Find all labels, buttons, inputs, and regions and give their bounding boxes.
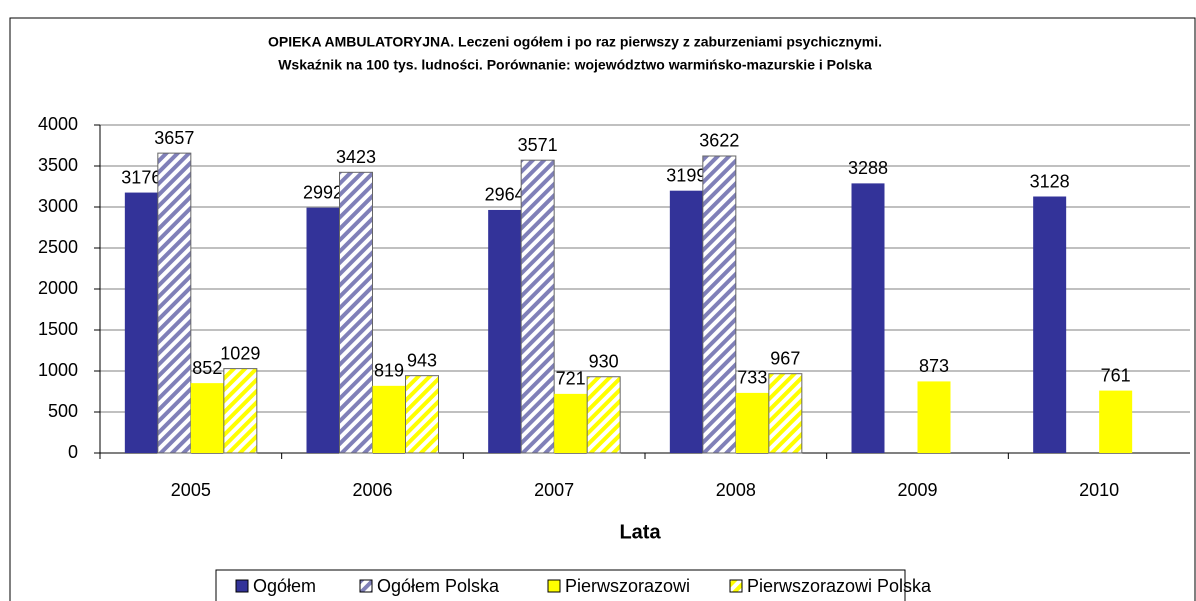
data-label: 3423	[336, 147, 376, 167]
data-label: 721	[556, 369, 586, 389]
data-label: 3571	[518, 135, 558, 155]
data-label: 2992	[303, 182, 343, 202]
bar	[1099, 390, 1133, 453]
data-label: 3622	[699, 131, 739, 151]
bar	[488, 209, 522, 453]
y-tick-label: 2500	[38, 237, 78, 257]
bar	[917, 381, 951, 453]
legend-swatch	[359, 579, 373, 593]
legend-swatch	[729, 579, 743, 593]
y-tick-label: 4000	[38, 114, 78, 134]
x-tick-label: 2010	[1079, 480, 1119, 500]
legend-swatch	[547, 579, 561, 593]
bar	[735, 392, 769, 453]
bar	[554, 393, 588, 453]
x-tick-label: 2005	[171, 480, 211, 500]
y-tick-label: 0	[68, 442, 78, 462]
legend-label: Ogółem Polska	[377, 576, 500, 596]
x-axis-label: Lata	[619, 521, 661, 543]
data-label: 967	[770, 348, 800, 368]
data-label: 3128	[1030, 171, 1070, 191]
legend-swatch	[235, 579, 249, 593]
y-tick-label: 3000	[38, 196, 78, 216]
legend-label: Pierwszorazowi Polska	[747, 576, 932, 596]
y-tick-label: 1000	[38, 360, 78, 380]
data-label: 873	[919, 356, 949, 376]
x-tick-label: 2007	[534, 480, 574, 500]
bar	[223, 368, 258, 454]
bar	[339, 171, 373, 454]
data-label: 2964	[485, 185, 525, 205]
data-label: 761	[1101, 365, 1131, 385]
bar	[702, 155, 737, 454]
bar	[851, 183, 885, 453]
data-label: 3199	[666, 165, 706, 185]
bar	[586, 376, 621, 454]
bar	[768, 373, 803, 454]
bar	[669, 190, 703, 453]
y-tick-label: 500	[48, 401, 78, 421]
data-label: 1029	[220, 343, 260, 363]
legend-label: Pierwszorazowi	[565, 576, 690, 596]
bar	[520, 159, 555, 454]
bar	[190, 383, 224, 453]
y-tick-label: 1500	[38, 319, 78, 339]
chart-title: OPIEKA AMBULATORYJNA. Leczeni ogółem i p…	[268, 34, 882, 50]
data-label: 852	[192, 358, 222, 378]
data-label: 943	[407, 350, 437, 370]
bar	[306, 207, 340, 453]
data-label: 819	[374, 361, 404, 381]
data-label: 3657	[154, 128, 194, 148]
bar	[124, 192, 158, 453]
bar	[372, 385, 406, 453]
y-tick-label: 2000	[38, 278, 78, 298]
chart-frame	[9, 17, 1196, 601]
x-tick-label: 2006	[352, 480, 392, 500]
bar	[405, 375, 439, 454]
data-label: 930	[589, 351, 619, 371]
data-label: 3288	[848, 158, 888, 178]
bar	[1033, 196, 1067, 453]
x-tick-label: 2009	[897, 480, 937, 500]
y-tick-label: 3500	[38, 155, 78, 175]
data-label: 3176	[121, 167, 161, 187]
data-label: 733	[737, 368, 767, 388]
chart-subtitle: Wskaźnik na 100 tys. ludności. Porównani…	[278, 57, 872, 73]
legend-label: Ogółem	[253, 576, 316, 596]
bar	[157, 152, 192, 454]
x-tick-label: 2008	[716, 480, 756, 500]
